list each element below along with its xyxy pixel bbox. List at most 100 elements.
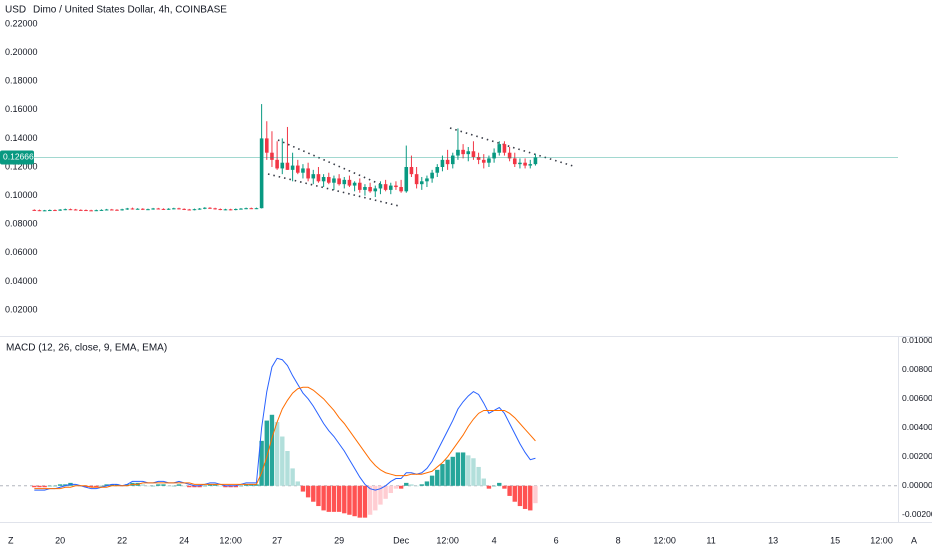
candle-body: [435, 167, 440, 173]
candle-body: [94, 210, 99, 212]
histogram-bar: [42, 485, 47, 488]
histogram-bar: [37, 485, 42, 488]
candle-body: [192, 209, 197, 211]
candle-body: [507, 152, 512, 159]
indicator-line: [34, 386, 536, 490]
x-tick-label: 4: [492, 535, 497, 545]
histogram-bar: [249, 484, 254, 486]
candle-body: [347, 179, 352, 186]
histogram-bar: [145, 485, 151, 487]
candle-body: [68, 209, 73, 211]
candle-body: [202, 207, 207, 209]
histogram-bar: [233, 485, 238, 488]
candle-body: [528, 164, 533, 166]
candle-body: [352, 182, 357, 186]
x-tick-label: 22: [117, 535, 127, 545]
histogram-bar: [94, 485, 99, 488]
candle-body: [394, 185, 398, 188]
candle-body: [404, 167, 409, 192]
candle-body: [109, 209, 114, 211]
auto-scale-button[interactable]: A: [911, 535, 917, 545]
histogram-bar: [440, 464, 445, 486]
candle-body: [363, 187, 367, 190]
candle-body: [357, 182, 362, 190]
candle-body: [301, 168, 305, 173]
candle-body: [259, 138, 264, 209]
candle-body: [285, 162, 290, 170]
histogram-bar: [218, 485, 223, 487]
candle-body: [151, 208, 155, 210]
histogram-bar: [388, 485, 393, 494]
candle-body: [73, 209, 78, 211]
candle-body: [166, 208, 171, 210]
candle-body: [492, 152, 496, 159]
last-price-tag: [0, 150, 34, 165]
candle-body: [182, 208, 186, 210]
histogram-bar: [398, 485, 404, 489]
histogram-bar: [311, 485, 316, 502]
candle-body: [290, 165, 295, 170]
histogram-bar: [481, 478, 486, 486]
histogram-bar: [187, 485, 192, 488]
histogram-bar: [352, 485, 357, 517]
y-tick-label: 0.10000: [5, 190, 38, 200]
histogram-bar: [192, 485, 197, 488]
candle-body: [104, 209, 109, 211]
y-tick-label: 0.16000: [5, 104, 38, 114]
x-tick-label: 20: [55, 535, 65, 545]
candle-body: [130, 208, 135, 210]
histogram-bar: [471, 458, 476, 486]
histogram-bar: [238, 485, 244, 487]
candle-body: [275, 159, 279, 169]
candle-body: [249, 208, 254, 210]
candle-body: [239, 208, 243, 210]
histogram-bar: [502, 485, 507, 489]
x-tick-label: 8: [616, 535, 621, 545]
histogram-bar: [114, 484, 120, 486]
candle-body: [79, 209, 83, 211]
y-tick-label: 0.18000: [5, 76, 38, 86]
histogram-bar: [63, 484, 68, 486]
x-tick-label: 15: [830, 535, 840, 545]
indicator-line: [34, 357, 536, 491]
candle-body: [171, 208, 176, 210]
candle-body: [244, 208, 248, 210]
candle-body: [368, 187, 372, 192]
candle-body: [135, 208, 140, 210]
histogram-bar: [202, 485, 207, 487]
histogram-bar: [414, 485, 419, 487]
candle-body: [125, 208, 130, 210]
candle-body: [383, 184, 388, 190]
histogram-bar: [522, 485, 528, 509]
histogram-bar: [445, 459, 450, 486]
histogram-bar: [88, 485, 94, 488]
histogram-bar: [274, 422, 280, 486]
candle-body: [32, 209, 37, 211]
histogram-bar: [517, 485, 523, 507]
y-tick-label: 0.02000: [5, 304, 38, 314]
candle-body: [233, 209, 238, 211]
histogram-bar: [223, 485, 228, 488]
histogram-bar: [455, 452, 461, 486]
y-tick-label: 0.20000: [5, 47, 38, 57]
histogram-bar: [125, 484, 130, 486]
y-tick-label: 0.00200: [902, 451, 932, 461]
candle-body: [37, 210, 42, 212]
candle-body: [311, 174, 316, 179]
currency-label: USD: [5, 5, 26, 16]
histogram-bar: [533, 485, 538, 504]
histogram-bar: [176, 484, 182, 486]
candle-body: [58, 209, 62, 211]
candle-body: [89, 210, 93, 212]
histogram-bar: [259, 440, 264, 486]
y-tick-label: 0.00000: [902, 480, 932, 490]
toolbar-button[interactable]: Z: [8, 535, 14, 545]
y-tick-label: 0.12000: [5, 161, 38, 171]
histogram-bar: [300, 485, 306, 492]
trendlines: [267, 127, 574, 207]
candle-body: [115, 209, 119, 211]
histogram-bar: [32, 485, 37, 488]
x-tick-label: Dec: [393, 535, 410, 545]
